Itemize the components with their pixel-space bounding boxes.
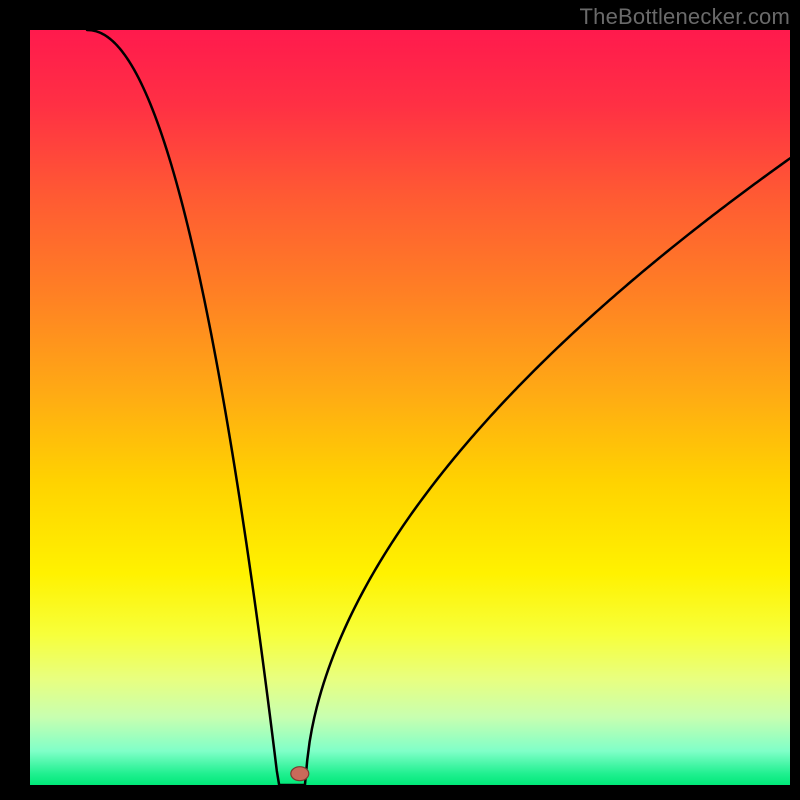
bottleneck-chart (0, 0, 800, 800)
chart-container: TheBottlenecker.com (0, 0, 800, 800)
watermark-text: TheBottlenecker.com (580, 4, 790, 30)
optimal-point-marker (291, 767, 309, 781)
plot-background (30, 30, 790, 785)
